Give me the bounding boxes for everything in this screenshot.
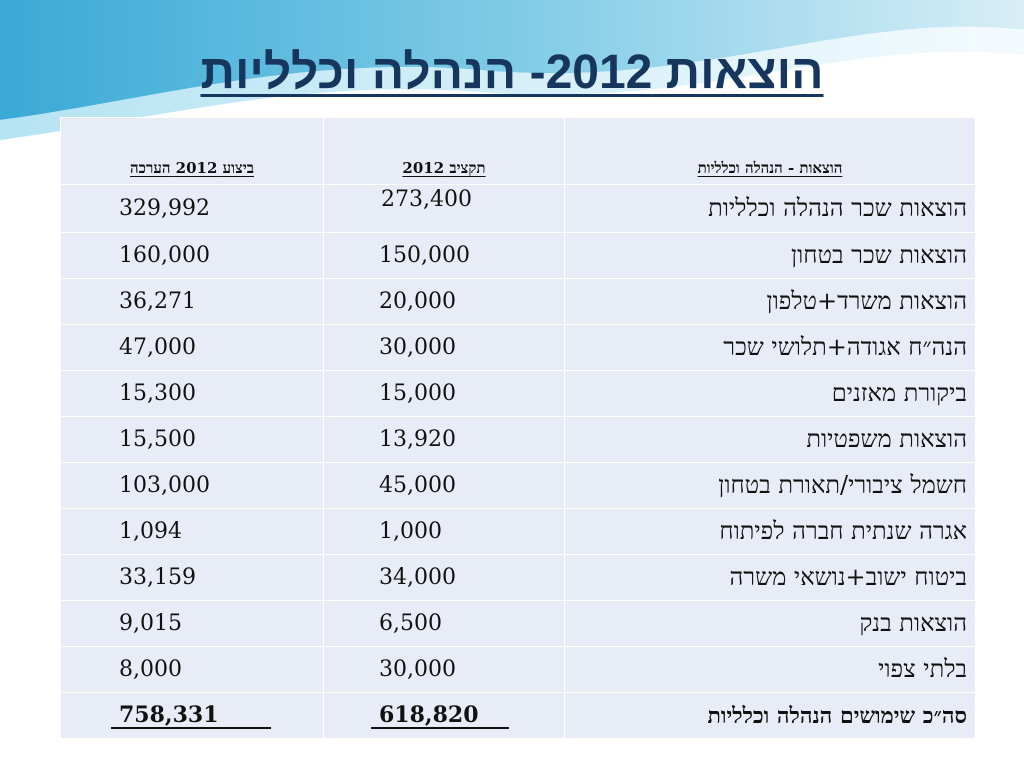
- table-header-row: ביצוע 2012 הערכה תקציב 2012 הוצאות - הנה…: [60, 117, 976, 185]
- cell-budget: 30,000: [323, 324, 565, 371]
- cell-actual: 15,500: [60, 416, 324, 463]
- expenses-table: ביצוע 2012 הערכה תקציב 2012 הוצאות - הנה…: [60, 117, 976, 739]
- cell-category: ביטוח ישוב+נושאי משרה: [564, 554, 976, 601]
- cell-category: הוצאות שכר הנהלה וכלליות: [564, 184, 976, 233]
- total-actual-value: 758,331: [111, 703, 271, 729]
- cell-category: הוצאות בנק: [564, 600, 976, 647]
- total-budget-value: 618,820: [371, 703, 509, 729]
- table-row: 1,094 1,000 אגרה שנתית חברה לפיתוח: [60, 508, 976, 555]
- cell-budget: 13,920: [323, 416, 565, 463]
- cell-actual: 160,000: [60, 232, 324, 279]
- table-row: 33,159 34,000 ביטוח ישוב+נושאי משרה: [60, 554, 976, 601]
- header-wave-decoration: [0, 0, 1024, 140]
- table-row: 47,000 30,000 הנה״ח אגודה+תלושי שכר: [60, 324, 976, 371]
- cell-total-category: סה״כ שימושים הנהלה וכלליות: [564, 692, 976, 739]
- table-total-row: 758,331 618,820 סה״כ שימושים הנהלה וכללי…: [60, 692, 976, 739]
- cell-actual: 36,271: [60, 278, 324, 325]
- cell-category: הוצאות משרד+טלפון: [564, 278, 976, 325]
- table-row: 9,015 6,500 הוצאות בנק: [60, 600, 976, 647]
- cell-actual: 103,000: [60, 462, 324, 509]
- cell-budget: 15,000: [323, 370, 565, 417]
- table-row: 15,500 13,920 הוצאות משפטיות: [60, 416, 976, 463]
- cell-category: הוצאות משפטיות: [564, 416, 976, 463]
- cell-category: אגרה שנתית חברה לפיתוח: [564, 508, 976, 555]
- header-budget-2012: תקציב 2012: [323, 117, 565, 185]
- cell-budget: 30,000: [323, 646, 565, 693]
- cell-budget: 273,400: [323, 184, 565, 233]
- cell-category: הנה״ח אגודה+תלושי שכר: [564, 324, 976, 371]
- cell-actual: 8,000: [60, 646, 324, 693]
- cell-category: ביקורת מאזנים: [564, 370, 976, 417]
- cell-budget: 1,000: [323, 508, 565, 555]
- slide-title: הוצאות 2012- הנהלה וכלליות: [200, 46, 824, 99]
- table-row: 8,000 30,000 בלתי צפוי: [60, 646, 976, 693]
- table-row: 329,992 273,400 הוצאות שכר הנהלה וכלליות: [60, 184, 976, 233]
- table-row: 103,000 45,000 חשמל ציבורי/תאורת בטחון: [60, 462, 976, 509]
- header-category: הוצאות - הנהלה וכלליות: [564, 117, 976, 185]
- cell-budget: 6,500: [323, 600, 565, 647]
- cell-actual: 15,300: [60, 370, 324, 417]
- header-actual-2012: ביצוע 2012 הערכה: [60, 117, 324, 185]
- cell-budget: 45,000: [323, 462, 565, 509]
- cell-actual: 329,992: [60, 184, 324, 233]
- cell-actual: 1,094: [60, 508, 324, 555]
- cell-category: הוצאות שכר בטחון: [564, 232, 976, 279]
- cell-budget: 34,000: [323, 554, 565, 601]
- cell-category: בלתי צפוי: [564, 646, 976, 693]
- cell-budget: 150,000: [323, 232, 565, 279]
- cell-category: חשמל ציבורי/תאורת בטחון: [564, 462, 976, 509]
- cell-total-budget: 618,820: [323, 692, 565, 739]
- cell-budget: 20,000: [323, 278, 565, 325]
- cell-actual: 33,159: [60, 554, 324, 601]
- cell-total-actual: 758,331: [60, 692, 324, 739]
- table-row: 15,300 15,000 ביקורת מאזנים: [60, 370, 976, 417]
- cell-actual: 9,015: [60, 600, 324, 647]
- cell-actual: 47,000: [60, 324, 324, 371]
- table-row: 36,271 20,000 הוצאות משרד+טלפון: [60, 278, 976, 325]
- table-row: 160,000 150,000 הוצאות שכר בטחון: [60, 232, 976, 279]
